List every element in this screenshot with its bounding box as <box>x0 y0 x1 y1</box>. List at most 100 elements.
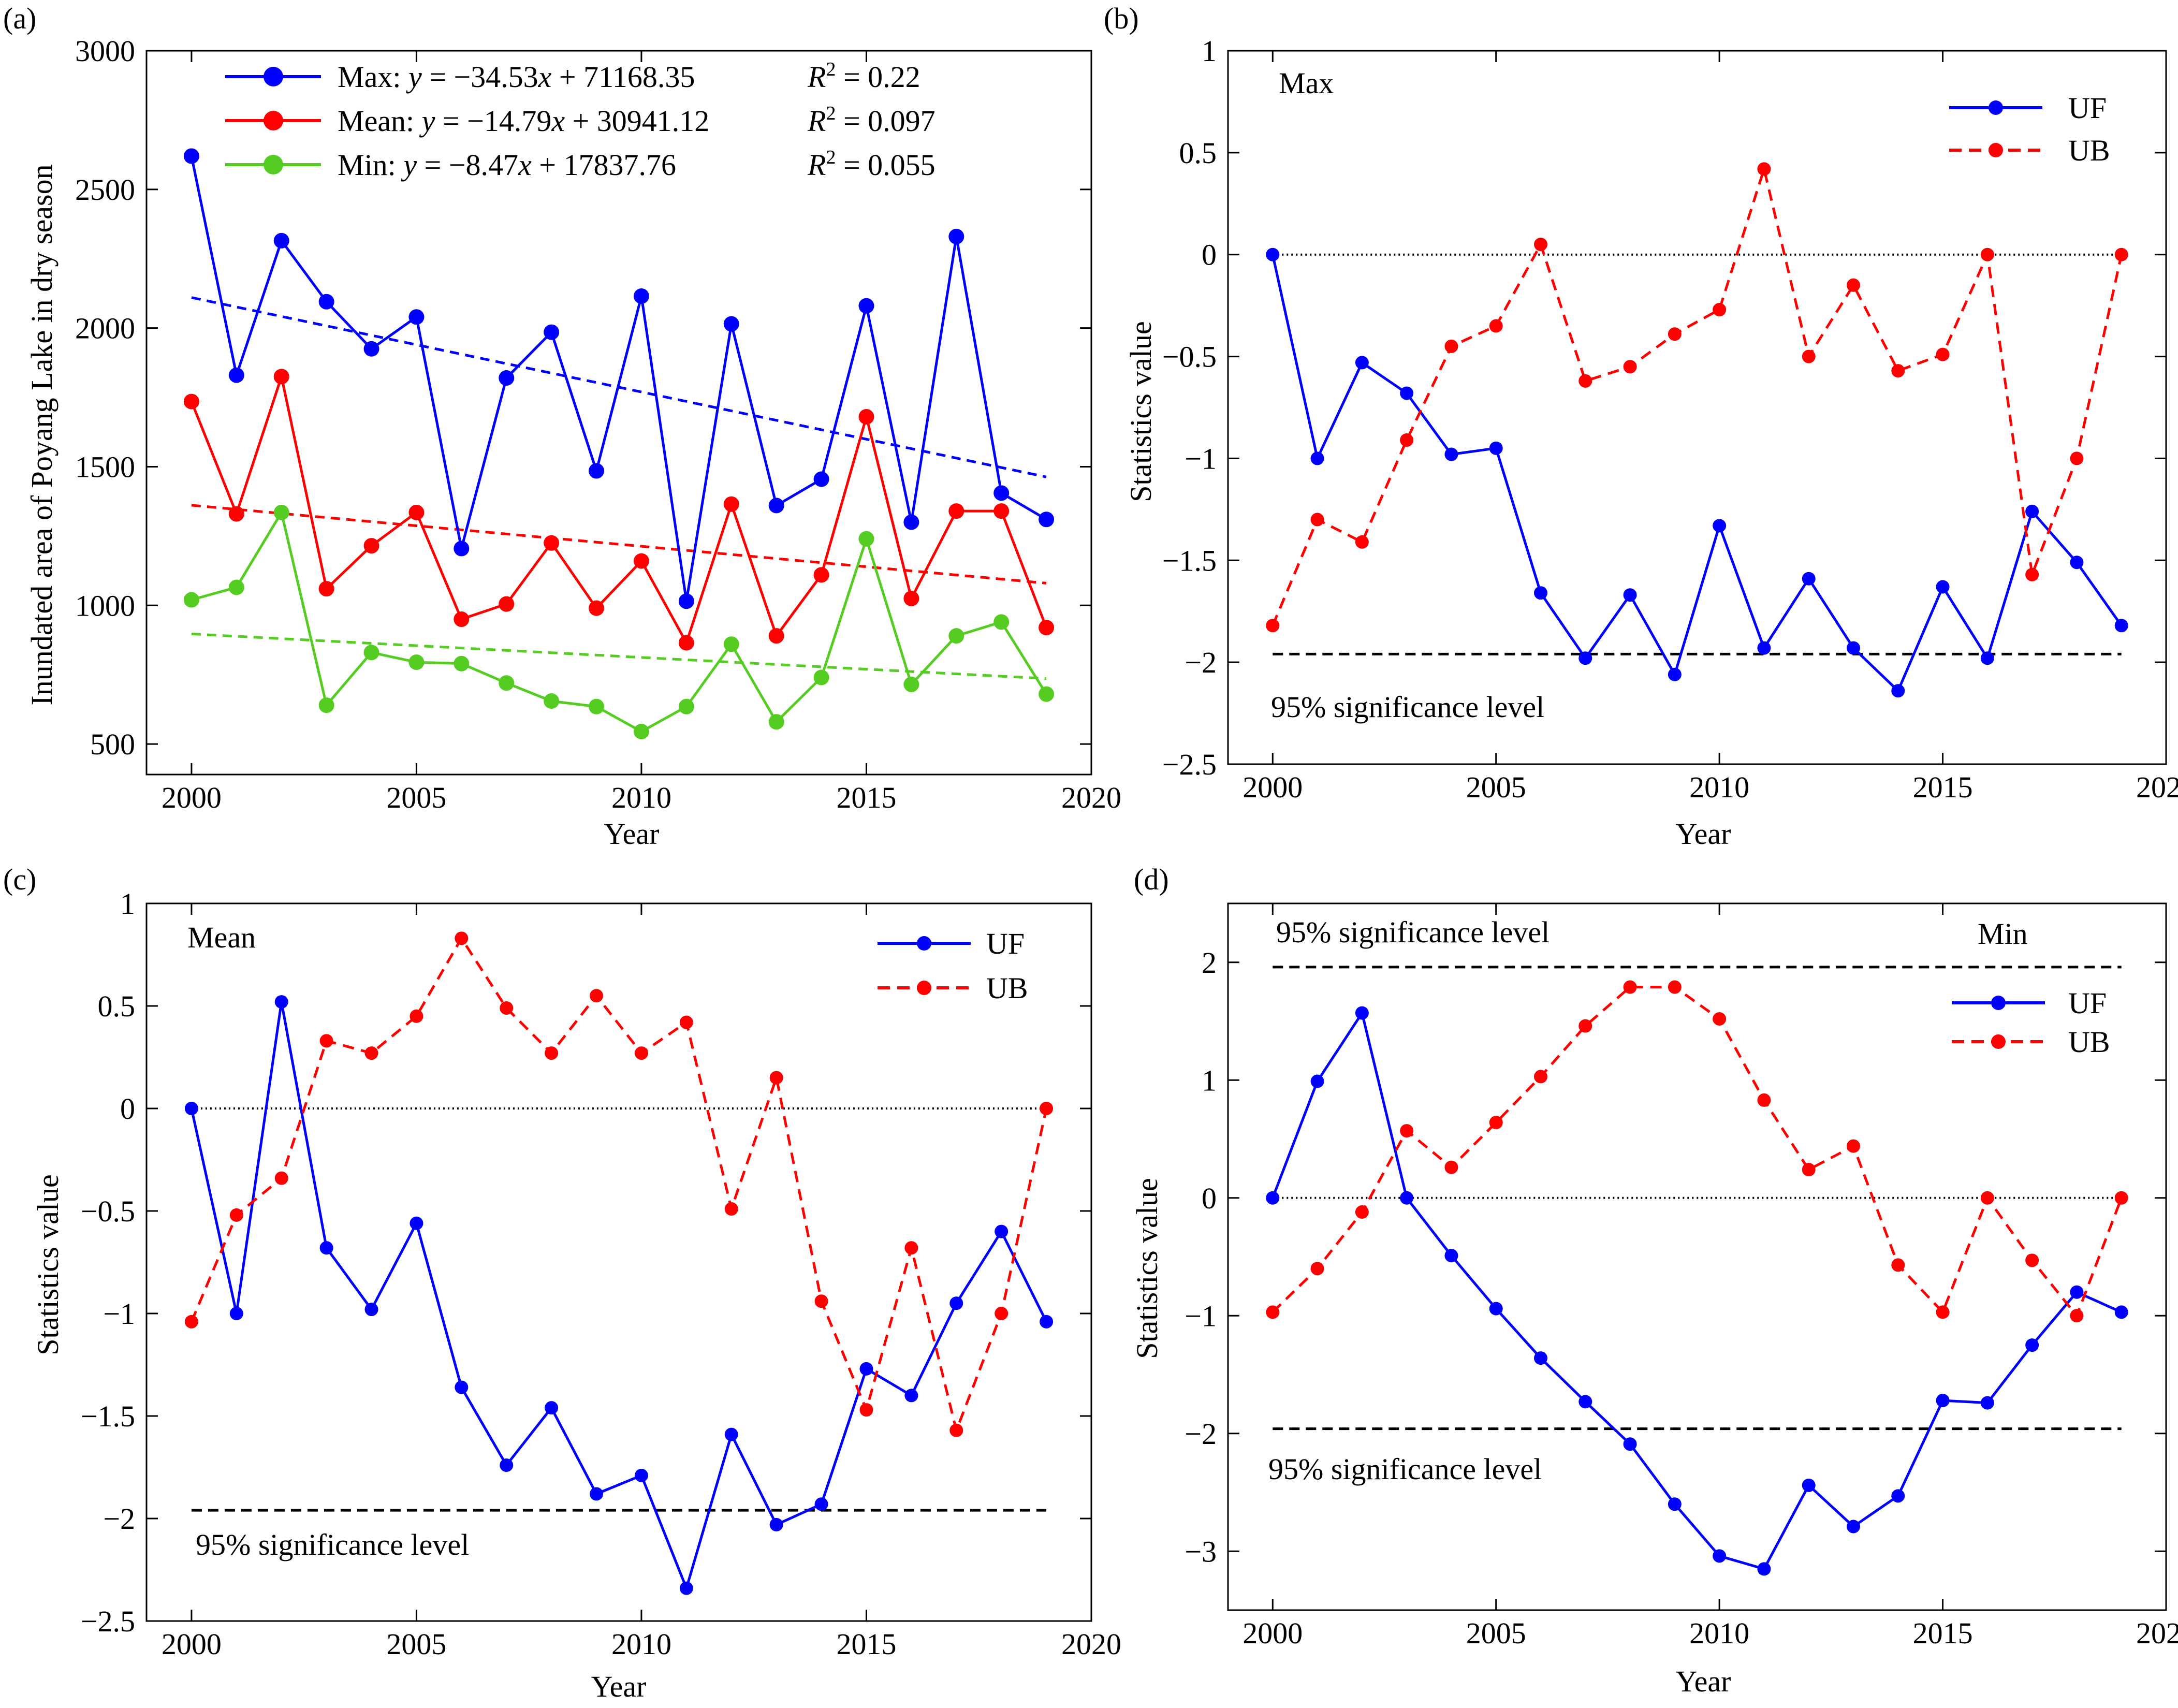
data-point-d-uf-2006 <box>1534 1351 1547 1365</box>
data-point-b-ub-2015 <box>1936 347 1950 361</box>
legend-marker-uf-b <box>1989 100 2003 115</box>
legend-label-ub-b: UB <box>2068 134 2110 167</box>
y-tick-label-b-7: −2.5 <box>1162 748 1217 781</box>
data-point-c-ub-2019 <box>1040 1102 1054 1115</box>
y-tick-label-a-0: 500 <box>90 727 135 761</box>
data-point-a-max-2018 <box>993 485 1010 501</box>
data-point-d-ub-2011 <box>1757 1093 1771 1107</box>
panel-d-mann-kendall-min: (d) Year Statistics value 2000 2005 2010 20… <box>1130 863 2178 1698</box>
significance-label-d-upper: 95% significance level <box>1276 915 1550 949</box>
panel-c-mann-kendall-mean: (c) Year Statistics value 2000 2005 2010 20… <box>3 863 1121 1703</box>
data-point-b-uf-2000 <box>1266 247 1280 261</box>
data-point-a-min-2004 <box>363 645 379 661</box>
data-point-b-ub-2000 <box>1266 619 1280 633</box>
legend-marker-mean <box>264 111 283 130</box>
data-point-a-min-2015 <box>858 531 874 547</box>
data-point-a-min-2014 <box>813 669 829 685</box>
y-tick-label-c-2: 0 <box>120 1092 135 1126</box>
x-tick-label-c-2005: 2005 <box>386 1627 446 1661</box>
data-point-b-ub-2006 <box>1534 238 1547 252</box>
series-line-c-ub <box>190 937 1048 1432</box>
data-point-b-uf-2019 <box>2114 619 2128 633</box>
legend-r2-max: R2 = 0.22 <box>807 59 920 94</box>
data-point-d-uf-2009 <box>1668 1497 1682 1511</box>
data-point-a-min-2007 <box>499 675 515 691</box>
plot-frame-c <box>145 902 1092 1622</box>
data-point-a-mean-2012 <box>723 496 739 512</box>
y-axis-label-c: Statistics value <box>31 1174 65 1355</box>
data-point-c-ub-2009 <box>590 989 604 1003</box>
data-point-a-min-2008 <box>544 693 560 709</box>
data-point-c-uf-2004 <box>364 1303 378 1317</box>
y-tick-label-c-5: −1.5 <box>81 1399 135 1433</box>
x-axis-label-a: Year <box>604 817 660 851</box>
data-point-a-mean-2008 <box>544 535 560 551</box>
data-point-b-uf-2004 <box>1444 447 1458 461</box>
data-point-c-ub-2001 <box>229 1208 243 1222</box>
data-point-c-uf-2003 <box>319 1241 333 1255</box>
data-point-c-ub-2015 <box>859 1403 873 1417</box>
data-point-d-uf-2014 <box>1891 1489 1905 1503</box>
y-tick-label-b-1: 0.5 <box>1179 136 1217 170</box>
series-line-b-uf <box>1271 254 2123 692</box>
data-point-a-mean-2010 <box>633 553 649 569</box>
data-point-a-max-2000 <box>183 148 199 164</box>
data-point-a-mean-2015 <box>858 409 874 425</box>
data-point-a-min-2003 <box>318 697 334 713</box>
y-tick-label-d-2: 0 <box>1202 1181 1217 1215</box>
y-tick-label-a-4: 2500 <box>75 173 135 207</box>
x-tick-label-d-2020: 2020 <box>2136 1616 2178 1650</box>
data-point-a-max-2014 <box>813 471 829 487</box>
data-point-c-uf-2011 <box>679 1581 693 1595</box>
x-axis-label-d: Year <box>1676 1665 1731 1698</box>
data-point-a-min-2016 <box>903 676 919 692</box>
data-point-a-max-2007 <box>499 370 515 386</box>
series-line-d-ub <box>1271 986 2123 1317</box>
y-tick-label-d-0: 2 <box>1202 946 1217 980</box>
axes-d: 2000 2005 2010 2015 2020 2 1 0 −1 −2 −3 <box>1185 902 2178 1650</box>
data-point-d-ub-2018 <box>2070 1309 2084 1323</box>
legend-label-ub-d: UB <box>2068 1025 2110 1059</box>
trend-line-min <box>191 632 1047 680</box>
data-point-b-ub-2017 <box>2025 567 2039 581</box>
data-point-c-ub-2000 <box>184 1315 198 1329</box>
significance-label-d-lower: 95% significance level <box>1268 1452 1542 1486</box>
legend-label-ub-c: UB <box>986 971 1028 1005</box>
data-point-a-mean-2017 <box>948 503 964 519</box>
legend-c: UF UB <box>878 927 1028 1005</box>
data-point-d-uf-2017 <box>2025 1338 2039 1352</box>
panel-label-a: (a) <box>3 2 36 35</box>
y-tick-label-b-6: −2 <box>1185 646 1217 679</box>
x-tick-label-d-2015: 2015 <box>1913 1616 1973 1650</box>
data-point-d-ub-2016 <box>1980 1191 1994 1205</box>
data-point-a-min-2010 <box>633 723 649 739</box>
data-point-c-uf-2002 <box>274 995 288 1009</box>
data-point-a-min-2001 <box>228 579 244 595</box>
data-point-c-uf-2008 <box>545 1401 559 1415</box>
data-point-b-ub-2014 <box>1891 364 1905 378</box>
x-tick-label-a-2010: 2010 <box>611 781 671 814</box>
data-point-c-ub-2011 <box>679 1015 693 1029</box>
data-point-b-uf-2017 <box>2025 504 2039 518</box>
data-point-a-mean-2004 <box>363 538 379 554</box>
data-point-b-ub-2012 <box>1802 349 1816 363</box>
data-point-a-mean-2000 <box>183 393 199 410</box>
data-point-b-ub-2019 <box>2114 247 2128 261</box>
y-axis-label-a: Inundated area of Poyang Lake in dry sea… <box>25 164 59 705</box>
data-point-a-min-2002 <box>273 504 289 520</box>
x-tick-label-d-2010: 2010 <box>1689 1616 1749 1650</box>
data-point-a-mean-2019 <box>1039 620 1055 636</box>
panel-label-b: (b) <box>1104 2 1139 35</box>
data-point-c-ub-2005 <box>410 1009 423 1023</box>
data-point-b-ub-2003 <box>1400 433 1414 447</box>
data-point-a-mean-2011 <box>678 635 694 651</box>
data-point-a-min-2017 <box>948 628 964 644</box>
legend-equation-max: Max: y = −34.53x + 71168.35 <box>338 60 695 94</box>
data-point-c-uf-2014 <box>814 1497 828 1511</box>
data-point-a-max-2006 <box>454 541 470 557</box>
significance-label-c: 95% significance level <box>196 1528 469 1561</box>
plot-frame-a <box>145 50 1092 776</box>
data-point-a-max-2005 <box>408 309 425 325</box>
